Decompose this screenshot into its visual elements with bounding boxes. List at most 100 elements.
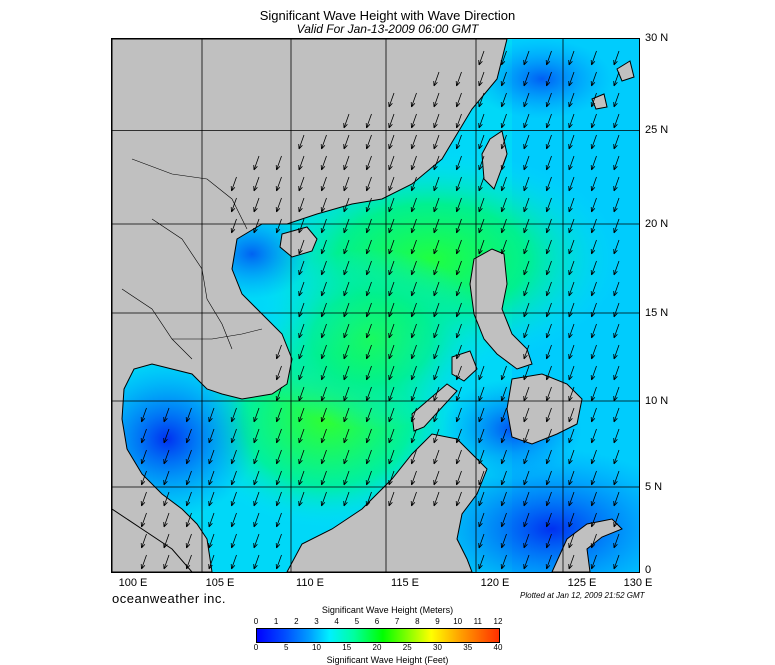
wave-arrow <box>320 260 327 276</box>
wave-arrow <box>298 260 305 276</box>
land-sumatra <box>112 508 193 572</box>
wave-arrow <box>388 113 395 129</box>
wave-arrow <box>230 218 237 234</box>
colorbar-meters-tick: 5 <box>354 617 360 626</box>
wave-arrow <box>388 407 395 423</box>
wave-arrow <box>343 113 350 129</box>
wave-arrow <box>613 50 620 66</box>
wave-arrow <box>613 512 620 528</box>
wave-arrow <box>545 344 552 360</box>
wave-arrow <box>500 176 507 192</box>
wave-arrow <box>590 407 597 423</box>
wave-arrow <box>298 176 305 192</box>
wave-arrow <box>140 554 147 570</box>
wave-arrow <box>365 134 372 150</box>
colorbar-meters-tick: 11 <box>473 617 482 626</box>
lat-lon-grid <box>112 39 639 572</box>
wave-arrow <box>523 176 530 192</box>
wave-arrow <box>568 470 575 486</box>
wave-arrow <box>253 449 260 465</box>
wave-arrow <box>455 113 462 129</box>
wave-arrow <box>230 449 237 465</box>
wave-arrow <box>613 449 620 465</box>
wave-arrow <box>478 365 485 381</box>
wave-arrow <box>455 92 462 108</box>
wave-arrow <box>523 218 530 234</box>
wave-arrow <box>590 260 597 276</box>
lat-label-30n: 30 N <box>645 32 669 44</box>
colorbar-meters-tick: 3 <box>314 617 319 626</box>
wave-arrow <box>388 428 395 444</box>
wave-arrow <box>298 239 305 255</box>
wave-arrow <box>568 344 575 360</box>
colorbar <box>256 628 500 643</box>
low-wave-north <box>472 39 612 119</box>
wave-arrow <box>590 134 597 150</box>
wave-arrow <box>568 113 575 129</box>
wave-arrow <box>590 50 597 66</box>
wave-arrow <box>500 134 507 150</box>
wave-arrow <box>320 134 327 150</box>
wave-arrow <box>568 512 575 528</box>
wave-arrow <box>365 260 372 276</box>
wave-arrow <box>590 176 597 192</box>
wave-arrow <box>298 302 305 318</box>
wave-arrow <box>455 491 462 507</box>
wave-arrow <box>185 470 192 486</box>
wave-arrow <box>388 344 395 360</box>
colorbar-meters-tick: 0 <box>253 617 259 626</box>
wave-arrow <box>208 491 215 507</box>
wave-arrow <box>590 512 597 528</box>
wave-arrow <box>433 71 440 87</box>
colorbar-meters-tick: 1 <box>273 617 279 626</box>
wave-arrow <box>410 239 417 255</box>
wave-arrow <box>320 428 327 444</box>
colorbar-feet-tick: 10 <box>312 643 321 652</box>
wave-arrow <box>298 218 305 234</box>
wave-arrow <box>230 512 237 528</box>
colorbar-meters-tick: 4 <box>334 617 339 626</box>
map-subtitle: Valid For Jan-13-2009 06:00 GMT <box>296 22 479 36</box>
wave-arrow <box>275 470 282 486</box>
map-title: Significant Wave Height with Wave Direct… <box>259 8 516 23</box>
wave-arrow <box>568 407 575 423</box>
wave-arrow <box>433 365 440 381</box>
wave-arrow <box>298 344 305 360</box>
wave-arrow <box>433 260 440 276</box>
wave-arrow <box>500 407 507 423</box>
wave-arrow <box>163 428 170 444</box>
wave-arrow <box>365 428 372 444</box>
land-hainan <box>279 226 318 258</box>
wave-arrow <box>613 323 620 339</box>
wave-arrow <box>388 176 395 192</box>
wave-arrow <box>568 428 575 444</box>
wave-arrow <box>568 134 575 150</box>
wave-arrow <box>163 449 170 465</box>
wave-arrow <box>500 428 507 444</box>
wave-arrow <box>500 491 507 507</box>
wave-arrow <box>253 218 260 234</box>
lat-label-0: 0 <box>645 564 652 576</box>
wave-arrow <box>410 407 417 423</box>
wave-arrow <box>275 554 282 570</box>
wave-arrow <box>500 71 507 87</box>
colorbar-feet-tick: 0 <box>253 643 259 652</box>
wave-arrow <box>320 155 327 171</box>
wave-arrow <box>320 386 327 402</box>
wave-arrow <box>500 197 507 213</box>
wave-arrow <box>613 281 620 297</box>
wave-arrow <box>163 407 170 423</box>
wave-arrow <box>523 470 530 486</box>
wave-arrow <box>253 407 260 423</box>
wave-arrow <box>613 428 620 444</box>
lon-label-125e: 125 E <box>567 577 597 589</box>
wave-arrow <box>185 428 192 444</box>
wave-arrow <box>590 449 597 465</box>
wave-arrow <box>140 428 147 444</box>
wave-arrow <box>388 134 395 150</box>
wave-arrow <box>433 281 440 297</box>
wave-arrow <box>388 470 395 486</box>
wave-arrow <box>208 470 215 486</box>
wave-arrow <box>433 134 440 150</box>
wave-arrow <box>455 428 462 444</box>
